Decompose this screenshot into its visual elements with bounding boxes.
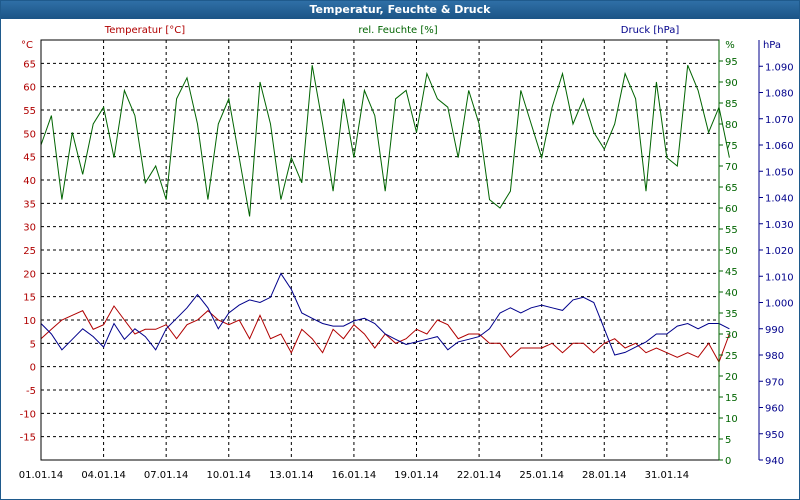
humidity-tick-label: 25: [725, 351, 738, 362]
temperature-tick-label: 35: [23, 199, 36, 210]
temperature-tick-label: -5: [26, 386, 36, 397]
pressure-tick-label: 1.030: [765, 220, 794, 231]
pressure-tick-label: 1.040: [765, 194, 794, 205]
temperature-tick-label: 10: [23, 316, 36, 327]
x-tick-label: 07.01.14: [144, 470, 189, 481]
pressure-tick-label: 1.010: [765, 272, 794, 283]
humidity-tick-label: 75: [725, 141, 738, 152]
humidity-tick-label: 90: [725, 78, 738, 89]
x-tick-label: 13.01.14: [269, 470, 314, 481]
pressure-tick-label: 1.080: [765, 89, 794, 100]
humidity-tick-label: 5: [725, 435, 731, 446]
temperature-tick-label: 60: [23, 83, 36, 94]
humidity-tick-label: 55: [725, 225, 738, 236]
pressure-tick-label: 1.020: [765, 246, 794, 257]
humidity-tick-label: 40: [725, 288, 738, 299]
temperature-tick-label: 20: [23, 269, 36, 280]
x-tick-label: 31.01.14: [645, 470, 690, 481]
humidity-tick-label: 0: [725, 456, 731, 467]
humidity-series-line: [40, 65, 730, 217]
humidity-tick-label: 45: [725, 267, 738, 278]
temperature-tick-label: 25: [23, 246, 36, 257]
pressure-tick-label: 950: [765, 430, 784, 441]
pressure-tick-label: 940: [765, 456, 784, 467]
humidity-tick-label: 65: [725, 183, 738, 194]
temperature-tick-label: 55: [23, 106, 36, 117]
pressure-unit-label: hPa: [763, 40, 781, 51]
pressure-tick-label: 980: [765, 351, 784, 362]
pressure-tick-label: 1.050: [765, 167, 794, 178]
temperature-tick-label: 0: [30, 363, 36, 374]
x-tick-label: 22.01.14: [457, 470, 502, 481]
humidity-tick-label: 35: [725, 309, 738, 320]
x-tick-label: 28.01.14: [582, 470, 627, 481]
humidity-tick-label: 85: [725, 99, 738, 110]
temperature-tick-label: 15: [23, 293, 36, 304]
temperature-tick-label: -15: [20, 433, 36, 444]
humidity-unit-label: %: [725, 40, 735, 51]
humidity-tick-label: 50: [725, 246, 738, 257]
temperature-tick-label: 5: [30, 339, 36, 350]
plot-area: [40, 65, 730, 364]
temperature-tick-label: -10: [20, 409, 36, 420]
humidity-tick-label: 20: [725, 372, 738, 383]
humidity-tick-label: 80: [725, 120, 738, 131]
humidity-tick-label: 60: [725, 204, 738, 215]
temperature-tick-label: 40: [23, 176, 36, 187]
x-tick-label: 01.01.14: [19, 470, 64, 481]
humidity-axis-title: rel. Feuchte [%]: [358, 25, 437, 36]
x-tick-label: 10.01.14: [206, 470, 251, 481]
window-title: Temperatur, Feuchte & Druck: [1, 1, 799, 19]
pressure-series-line: [40, 272, 730, 356]
pressure-tick-label: 1.090: [765, 62, 794, 73]
pressure-tick-label: 970: [765, 377, 784, 388]
pressure-tick-label: 1.070: [765, 115, 794, 126]
humidity-tick-label: 70: [725, 162, 738, 173]
x-tick-label: 04.01.14: [81, 470, 126, 481]
humidity-tick-label: 95: [725, 57, 738, 68]
pressure-tick-label: 990: [765, 325, 784, 336]
x-tick-label: 19.01.14: [394, 470, 439, 481]
temperature-tick-label: 50: [23, 129, 36, 140]
pressure-tick-label: 1.000: [765, 299, 794, 310]
x-tick-label: 16.01.14: [332, 470, 377, 481]
temperature-tick-label: 65: [23, 59, 36, 70]
temperature-tick-label: 30: [23, 223, 36, 234]
x-tick-label: 25.01.14: [519, 470, 564, 481]
chart-grid: [41, 40, 719, 460]
humidity-tick-label: 10: [725, 414, 738, 425]
pressure-tick-label: 1.060: [765, 141, 794, 152]
humidity-tick-label: 30: [725, 330, 738, 341]
humidity-tick-label: 15: [725, 393, 738, 404]
temperature-tick-label: 45: [23, 153, 36, 164]
temperature-unit-label: °C: [21, 40, 33, 51]
pressure-tick-label: 960: [765, 404, 784, 415]
temperature-axis-title: Temperatur [°C]: [104, 25, 185, 36]
chart-axes: 01.01.14 04.01.14 07.01.14 10.01.14 13.01.14…: [19, 39, 794, 481]
pressure-axis-title: Druck [hPa]: [621, 25, 680, 36]
